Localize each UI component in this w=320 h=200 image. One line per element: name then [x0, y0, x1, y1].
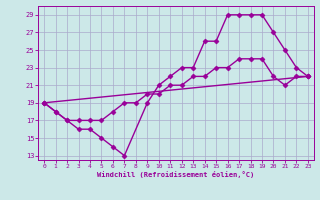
X-axis label: Windchill (Refroidissement éolien,°C): Windchill (Refroidissement éolien,°C) — [97, 171, 255, 178]
